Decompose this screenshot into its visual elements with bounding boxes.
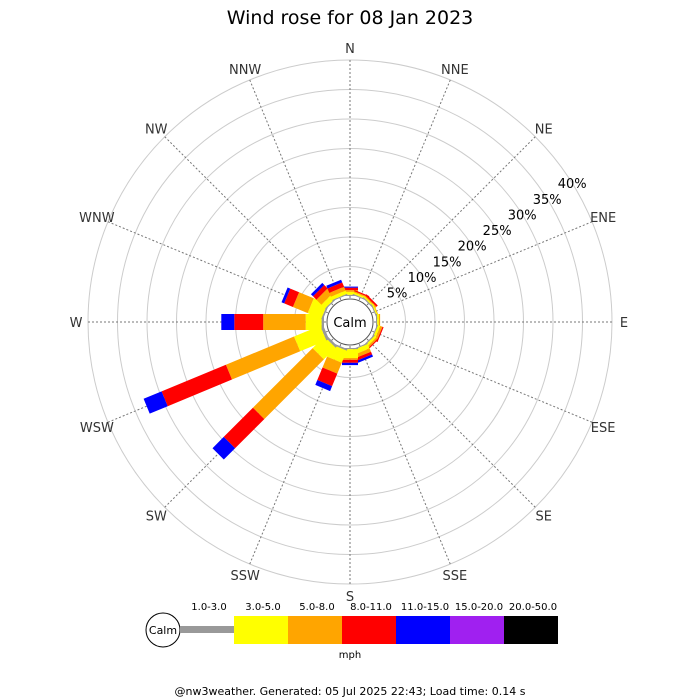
wind-bar-nnw-bin0 [332, 293, 348, 301]
wind-bar-sw-bin3 [223, 407, 265, 449]
wind-bar-w-bin1 [305, 314, 322, 330]
footer-text: @nw3weather. Generated: 05 Jul 2025 22:4… [175, 685, 526, 698]
wind-bar-wnw-bin2 [292, 292, 314, 314]
wind-bar-ne-bin3 [365, 294, 378, 307]
wind-bar-w-bin2 [263, 314, 306, 330]
direction-label-sw: SW [146, 510, 167, 525]
wind-bar-n-bin3 [342, 287, 358, 291]
wind-bar-nnw-bin4 [326, 279, 343, 289]
direction-label-sse: SSE [442, 569, 467, 584]
direction-label-w: W [70, 316, 83, 331]
wind-bar-w-bin4 [221, 314, 235, 330]
wind-bar-wnw-bin3 [284, 288, 300, 307]
wind-bar-sse-bin3 [356, 351, 373, 361]
direction-label-s: S [346, 590, 354, 605]
radial-tick-label: 25% [483, 224, 512, 239]
legend-swatch-4 [396, 616, 450, 644]
wind-bar-wnw-bin4 [281, 287, 291, 304]
wind-bar-ssw-bin2 [322, 356, 342, 374]
wind-bar-s-bin3 [342, 359, 358, 363]
wind-bar-sse-bin2 [354, 348, 371, 358]
radial-tick-label: 5% [387, 287, 408, 302]
wind-bar-nnw-bin3 [327, 282, 345, 293]
wind-bar-w-bin3 [234, 314, 264, 330]
legend-label-2: 5.0-8.0 [299, 602, 334, 613]
legend-label-3: 8.0-11.0 [350, 602, 392, 613]
legend-label-0: 1.0-3.0 [191, 602, 226, 613]
direction-label-n: N [345, 42, 355, 57]
radial-tick-label: 15% [433, 255, 462, 270]
direction-label-nne: NNE [441, 63, 469, 78]
grid-ring [146, 118, 554, 526]
wind-bar-ese-bin3 [376, 326, 384, 343]
direction-label-ssw: SSW [230, 569, 260, 584]
radial-tick-label: 10% [408, 271, 437, 286]
legend-swatch-2 [288, 616, 342, 644]
legend-unit: mph [339, 650, 361, 661]
wind-bar-nnw-bin2 [329, 286, 346, 297]
wind-bar-sw-bin1 [312, 336, 336, 360]
radial-tick-labels: 5%10%15%20%25%30%35%40% [387, 177, 587, 301]
radial-tick-label: 40% [558, 177, 587, 192]
direction-label-ne: NE [535, 122, 553, 137]
radial-tick-label: 30% [508, 208, 537, 223]
wind-bar-wsw-bin4 [143, 391, 168, 414]
speed-legend: Calm 1.0-3.0 3.0-5.0 5.0-8.0 8.0-11.0 11.0-1… [145, 602, 558, 661]
legend-calm-label: Calm [149, 624, 177, 637]
wind-bar-nw-bin4 [310, 282, 325, 297]
legend-label-1: 3.0-5.0 [245, 602, 280, 613]
legend-swatch-0 [180, 626, 234, 633]
direction-label-se: SE [536, 510, 552, 525]
wind-bar-s-bin4 [342, 362, 358, 366]
wind-bar-se-bin3 [366, 338, 379, 351]
chart-title: Wind rose for 08 Jan 2023 [227, 7, 474, 29]
legend-swatch-1 [234, 616, 288, 644]
direction-label-e: E [620, 316, 628, 331]
grid-spoke [349, 321, 536, 508]
calm-center: Calm [326, 298, 374, 346]
wind-bar-sw-bin2 [252, 348, 324, 420]
direction-label-wnw: WNW [79, 211, 115, 226]
radial-tick-label: 20% [458, 240, 487, 255]
direction-label-ese: ESE [591, 421, 616, 436]
wind-bar-nw-bin2 [316, 288, 333, 305]
wind-bar-wsw-bin2 [225, 336, 301, 380]
direction-label-ene: ENE [590, 211, 616, 226]
direction-label-wsw: WSW [80, 421, 114, 436]
legend-label-5: 15.0-20.0 [455, 602, 503, 613]
wind-bars [143, 279, 384, 460]
legend-label-4: 11.0-15.0 [401, 602, 449, 613]
direction-label-nnw: NNW [229, 63, 261, 78]
radial-tick-label: 35% [533, 193, 562, 208]
radial-grid [87, 59, 613, 585]
wind-bar-nw-bin3 [313, 285, 328, 300]
wind-bar-sse-bin4 [357, 354, 373, 363]
legend-swatch-3 [342, 616, 396, 644]
wind-bar-n-bin4 [342, 286, 358, 288]
legend-swatch-5 [450, 616, 504, 644]
wind-bar-ssw-bin4 [315, 380, 333, 392]
wind-bar-ssw-bin3 [317, 367, 338, 387]
wind-bar-s-bin2 [342, 358, 358, 360]
legend-swatch-6 [504, 616, 558, 644]
grid-spoke [349, 321, 593, 423]
direction-label-nw: NW [145, 122, 168, 137]
direction-labels: N NNE NE ENE E ESE SE SSE S SSW SW WSW W WNW NW NNW [70, 42, 629, 605]
wind-bar-sw-bin4 [212, 436, 236, 460]
wind-bar-wsw-bin1 [294, 325, 327, 352]
wind-bar-nnw-bin1 [330, 290, 347, 300]
grid-spoke [349, 221, 593, 323]
calm-circle [326, 298, 374, 346]
legend-label-6: 20.0-50.0 [509, 602, 557, 613]
wind-bar-wsw-bin3 [161, 364, 232, 407]
calm-label: Calm [333, 316, 366, 331]
